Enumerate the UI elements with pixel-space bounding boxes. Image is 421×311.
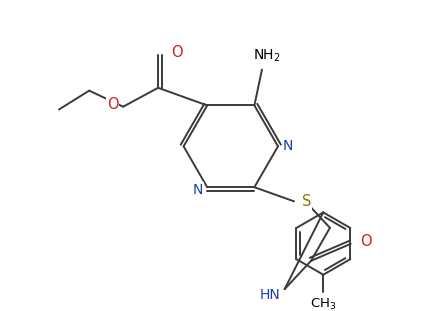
Text: S: S — [301, 194, 311, 209]
Text: NH$_2$: NH$_2$ — [253, 48, 280, 64]
Text: N: N — [192, 183, 203, 197]
Text: O: O — [171, 45, 183, 60]
Text: N: N — [282, 139, 293, 153]
Text: HN: HN — [259, 288, 280, 302]
Text: O: O — [360, 234, 372, 249]
Text: CH$_3$: CH$_3$ — [310, 296, 336, 311]
Text: O: O — [107, 97, 118, 112]
